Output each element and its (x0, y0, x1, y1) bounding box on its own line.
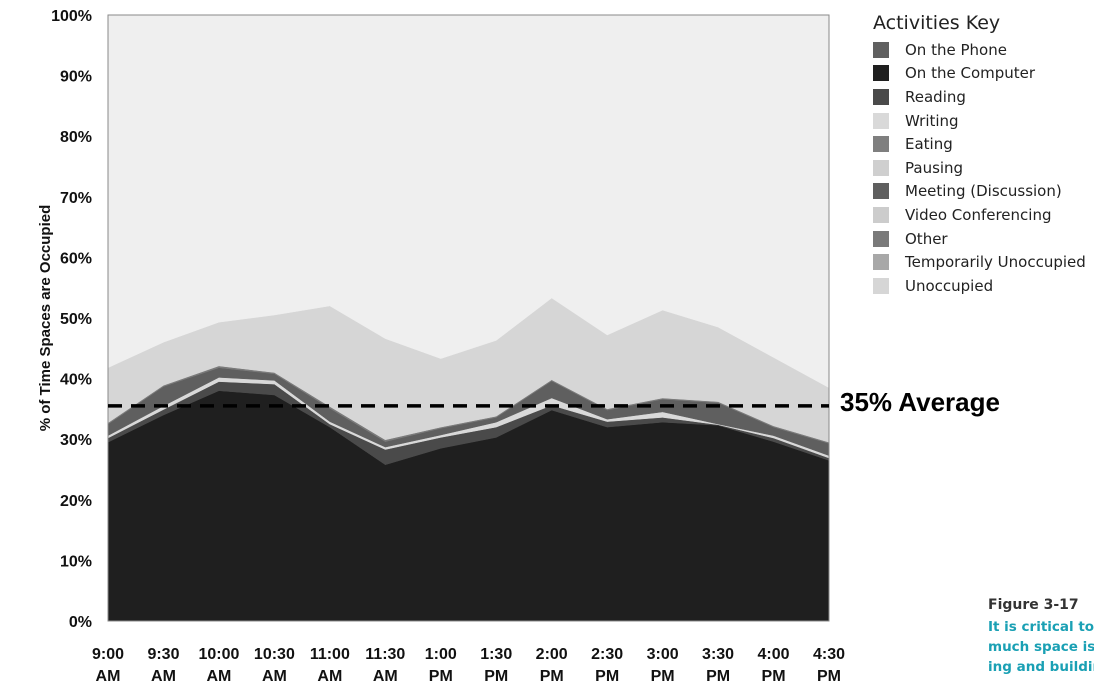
legend-item: Eating (873, 132, 1086, 156)
x-tick-label: 1:00 PM (425, 646, 457, 685)
legend-label: Other (905, 229, 948, 248)
legend-swatch (873, 41, 889, 58)
x-tick-label: 10:30 AM (254, 646, 295, 685)
legend-swatch (873, 112, 889, 129)
x-tick-label: 3:00 PM (647, 646, 679, 685)
x-tick-label: 2:30 PM (591, 646, 623, 685)
legend-swatch (873, 65, 889, 82)
legend-title: Activities Key (873, 12, 1001, 34)
legend-item: On the Computer (873, 62, 1086, 86)
legend-label: On the Phone (905, 40, 1007, 59)
legend-label: On the Computer (905, 64, 1036, 83)
y-tick-label: 40% (60, 372, 92, 389)
legend-swatch (873, 183, 889, 200)
legend-swatch (873, 206, 889, 223)
legend-label: Pausing (905, 158, 964, 177)
x-tick-label: 10:00 AM (198, 646, 239, 685)
legend-swatch (873, 230, 889, 247)
legend-item: Meeting (Discussion) (873, 180, 1086, 204)
plot-area-border (107, 14, 830, 622)
legend-items: On the Phone On the Computer Reading Writin… (873, 38, 1086, 298)
y-tick-label: 80% (60, 129, 92, 146)
y-tick-label: 20% (60, 493, 92, 510)
x-tick-label: 1:30 PM (480, 646, 512, 685)
x-tick-label: 2:00 PM (536, 646, 568, 685)
legend-item: Other (873, 227, 1086, 251)
legend-item: Pausing (873, 156, 1086, 180)
legend-swatch (873, 88, 889, 105)
y-tick-label: 10% (60, 553, 92, 570)
average-label: 35% Average (840, 387, 1000, 417)
legend-label: Meeting (Discussion) (905, 182, 1062, 201)
figure-caption: Figure 3-17 It is critical to f much spa… (988, 597, 1094, 677)
y-axis-label: % of Time Spaces are Occupied (37, 205, 54, 431)
x-axis-ticks: 9:00 AM 9:30 AM 10:00 AM 10:30 AM 11:00 AM 11:30 AM… (92, 646, 845, 685)
y-tick-label: 100% (51, 8, 92, 25)
y-tick-label: 60% (60, 250, 92, 267)
legend-label: Unoccupied (905, 276, 994, 295)
caption-line: ing and buildin (988, 659, 1094, 675)
legend-label: Eating (905, 135, 953, 154)
y-axis-ticks: 0% 10% 20% 30% 40% 50% 60% 70% 80% 90% 100% (51, 8, 92, 631)
legend-swatch (873, 254, 889, 271)
legend-label: Video Conferencing (905, 205, 1052, 224)
x-tick-label: 3:30 PM (702, 646, 734, 685)
y-tick-label: 70% (60, 190, 92, 207)
legend-label: Temporarily Unoccupied (905, 253, 1086, 272)
legend-swatch (873, 136, 889, 153)
legend-swatch (873, 159, 889, 176)
x-tick-label: 11:00 AM (310, 646, 350, 685)
y-tick-label: 50% (60, 311, 92, 328)
legend-item: Writing (873, 109, 1086, 133)
x-tick-label: 9:00 AM (92, 646, 124, 685)
x-tick-label: 11:30 AM (365, 646, 405, 685)
x-tick-label: 4:00 PM (758, 646, 790, 685)
legend-label: Reading (905, 87, 966, 106)
x-tick-label: 4:30 PM (813, 646, 845, 685)
caption-line: It is critical to f (988, 619, 1094, 635)
y-tick-label: 90% (60, 69, 92, 86)
stacked-area-series (107, 14, 830, 622)
x-tick-label: 9:30 AM (147, 646, 179, 685)
legend-label: Writing (905, 111, 959, 130)
legend-swatch (873, 277, 889, 294)
y-tick-label: 30% (60, 432, 92, 449)
y-tick-label: 0% (69, 614, 92, 631)
legend-item: On the Phone (873, 38, 1086, 62)
legend-item: Video Conferencing (873, 203, 1086, 227)
legend-item: Reading (873, 85, 1086, 109)
figure-number: Figure 3-17 (988, 597, 1079, 613)
legend-item: Temporarily Unoccupied (873, 250, 1086, 274)
legend: Activities Key On the Phone On the Comput… (873, 12, 1086, 298)
caption-line: much space is r (988, 639, 1094, 655)
legend-item: Unoccupied (873, 274, 1086, 298)
